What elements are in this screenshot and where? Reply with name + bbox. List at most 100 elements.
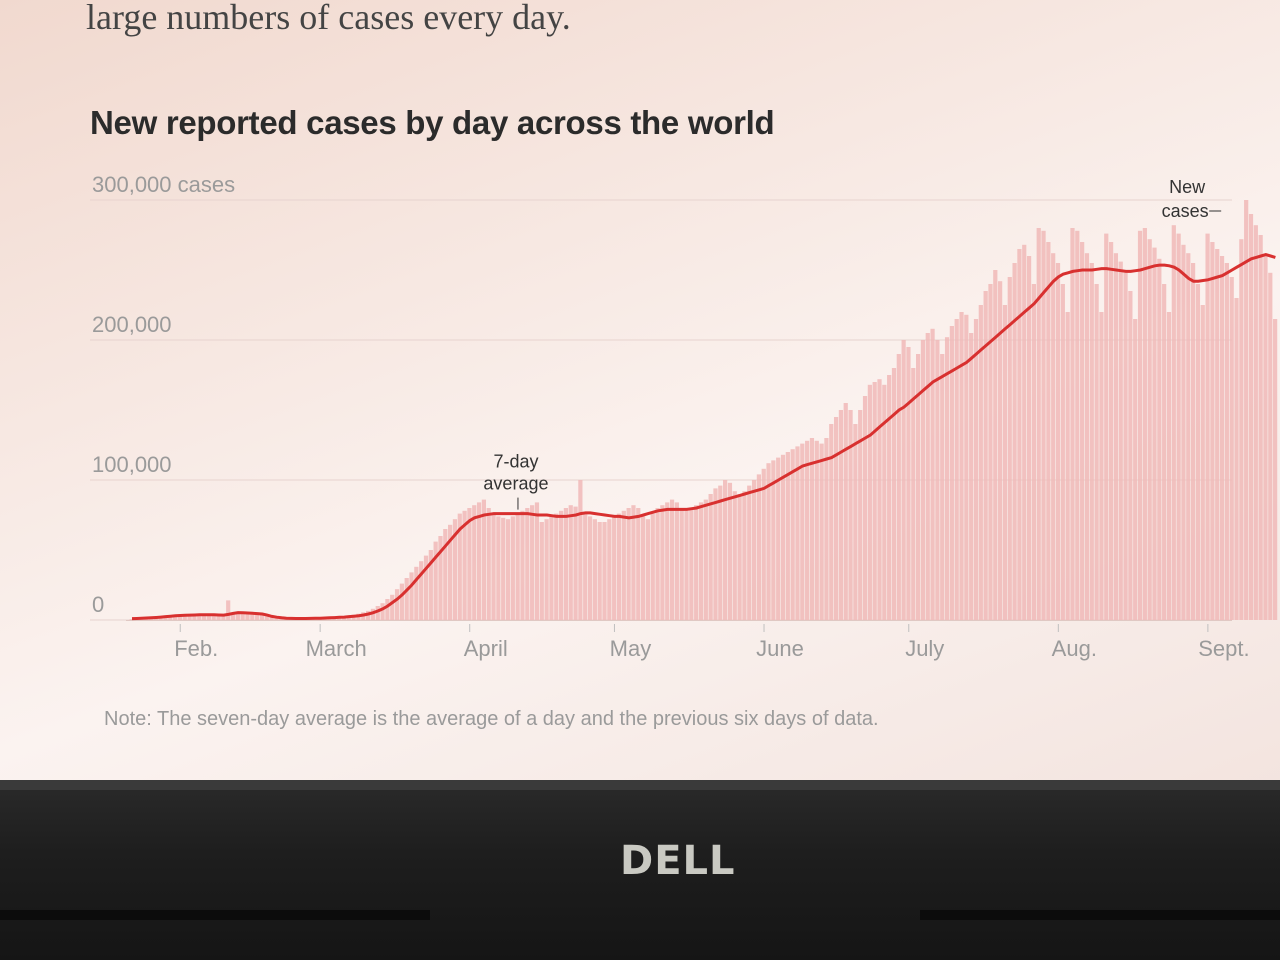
bar	[1239, 239, 1244, 620]
intro-text: large numbers of cases every day.	[86, 0, 571, 37]
bar	[554, 513, 559, 620]
x-tick-label-5: July	[905, 636, 944, 661]
bar	[785, 452, 790, 620]
bar	[462, 510, 467, 620]
bar	[756, 474, 761, 620]
bar	[510, 516, 515, 620]
bar	[1224, 263, 1229, 620]
bar	[896, 354, 901, 620]
bar	[1258, 235, 1263, 620]
bar	[1002, 305, 1008, 620]
y-tick-label-1: 100,000	[92, 452, 172, 477]
bar	[1191, 263, 1196, 620]
bar	[1210, 242, 1215, 620]
bar	[269, 616, 274, 620]
bar	[177, 616, 183, 620]
bar	[1205, 233, 1210, 620]
annotation-label-line2-0: average	[483, 474, 548, 494]
bar	[790, 449, 795, 620]
bar	[684, 510, 689, 620]
bar	[1166, 312, 1172, 620]
y-axis-labels: 0 100,000 200,000 300,000 cases	[92, 172, 235, 617]
bar	[819, 443, 824, 620]
bar	[607, 519, 612, 620]
bar	[578, 480, 583, 620]
bar	[814, 440, 819, 620]
bar	[650, 513, 655, 620]
x-tick-label-1: March	[306, 636, 367, 661]
bar	[1007, 277, 1012, 620]
bar	[867, 384, 872, 620]
bar	[1137, 230, 1143, 621]
bar	[1176, 233, 1181, 620]
bezel-edge	[0, 780, 1280, 790]
screen: large numbers of cases every day. New re…	[0, 0, 1280, 790]
bar	[636, 508, 641, 620]
bar	[1060, 284, 1065, 620]
bar	[1031, 284, 1036, 620]
bar	[1036, 228, 1041, 620]
bar	[906, 347, 911, 620]
bar	[1094, 284, 1099, 620]
bar	[882, 384, 887, 620]
bar	[515, 513, 520, 620]
bezel-slot-left	[0, 910, 430, 920]
laptop-bezel: DELL	[0, 780, 1280, 960]
bezel-slot-right	[920, 910, 1280, 920]
x-tick-label-7: Sept.	[1198, 636, 1249, 661]
bar	[1022, 244, 1027, 621]
bar	[1084, 253, 1090, 620]
bar	[563, 508, 569, 620]
bar	[583, 513, 588, 620]
bar	[197, 615, 202, 620]
bar	[525, 508, 530, 620]
bar	[235, 613, 240, 620]
bar	[1200, 305, 1205, 620]
chart-note: Note: The seven-day average is the avera…	[104, 708, 879, 730]
bar	[959, 312, 964, 620]
bar	[1017, 249, 1022, 620]
bar	[916, 354, 921, 620]
bar	[964, 314, 969, 620]
bar	[1181, 244, 1186, 621]
bar	[491, 515, 496, 620]
annotation-label-line2-1: cases	[1162, 201, 1209, 221]
bar	[438, 536, 443, 620]
bar	[887, 375, 892, 620]
bar	[732, 491, 737, 620]
bar	[457, 513, 462, 620]
bar	[476, 502, 482, 620]
bar	[129, 619, 134, 620]
bar	[1268, 272, 1273, 620]
bar	[496, 516, 501, 620]
bar	[211, 615, 216, 620]
bar	[1157, 258, 1162, 620]
bar	[433, 541, 438, 620]
bar	[737, 494, 742, 620]
bar	[1051, 253, 1056, 620]
bar	[448, 524, 453, 620]
bar	[409, 572, 414, 620]
bar	[472, 505, 477, 620]
bar	[390, 594, 395, 620]
bar	[698, 502, 704, 620]
bar	[776, 457, 781, 620]
bar	[911, 368, 916, 620]
bar	[245, 614, 250, 620]
bar	[201, 615, 207, 620]
bar	[1104, 233, 1109, 620]
bar	[399, 583, 404, 620]
bar	[771, 460, 776, 620]
bar	[558, 510, 564, 620]
bar	[173, 616, 178, 620]
bar	[935, 340, 940, 620]
bar	[780, 454, 786, 620]
bar	[592, 519, 597, 620]
bar	[240, 613, 245, 620]
bar	[925, 333, 930, 620]
bar	[708, 494, 713, 620]
bar	[920, 340, 926, 620]
bar	[949, 326, 954, 620]
chart-title: New reported cases by day across the wor…	[90, 104, 775, 141]
